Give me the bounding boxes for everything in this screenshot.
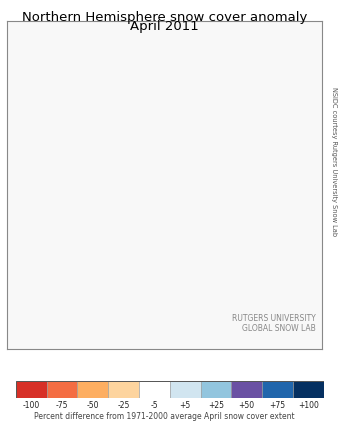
Bar bbox=[47, 381, 77, 398]
Bar bbox=[262, 381, 293, 398]
Text: +100: +100 bbox=[298, 401, 319, 410]
Bar bbox=[293, 381, 324, 398]
Bar bbox=[201, 381, 231, 398]
Text: -100: -100 bbox=[22, 401, 40, 410]
Text: +75: +75 bbox=[270, 401, 286, 410]
Bar bbox=[108, 381, 139, 398]
Text: +5: +5 bbox=[180, 401, 191, 410]
Text: +25: +25 bbox=[208, 401, 224, 410]
Text: RUTGERS UNIVERSITY
GLOBAL SNOW LAB: RUTGERS UNIVERSITY GLOBAL SNOW LAB bbox=[232, 314, 316, 333]
Text: -75: -75 bbox=[56, 401, 68, 410]
Text: Percent difference from 1971-2000 average April snow cover extent: Percent difference from 1971-2000 averag… bbox=[34, 412, 295, 421]
Text: April 2011: April 2011 bbox=[130, 20, 199, 34]
Text: -5: -5 bbox=[150, 401, 158, 410]
Text: +50: +50 bbox=[239, 401, 255, 410]
Bar bbox=[139, 381, 170, 398]
Bar bbox=[77, 381, 108, 398]
Text: Northern Hemisphere snow cover anomaly: Northern Hemisphere snow cover anomaly bbox=[22, 11, 307, 24]
Text: -25: -25 bbox=[117, 401, 130, 410]
Text: -50: -50 bbox=[86, 401, 99, 410]
Text: NSIDC courtesy Rutgers University Snow Lab: NSIDC courtesy Rutgers University Snow L… bbox=[331, 87, 337, 236]
Bar bbox=[170, 381, 201, 398]
Bar bbox=[231, 381, 262, 398]
Bar bbox=[16, 381, 47, 398]
